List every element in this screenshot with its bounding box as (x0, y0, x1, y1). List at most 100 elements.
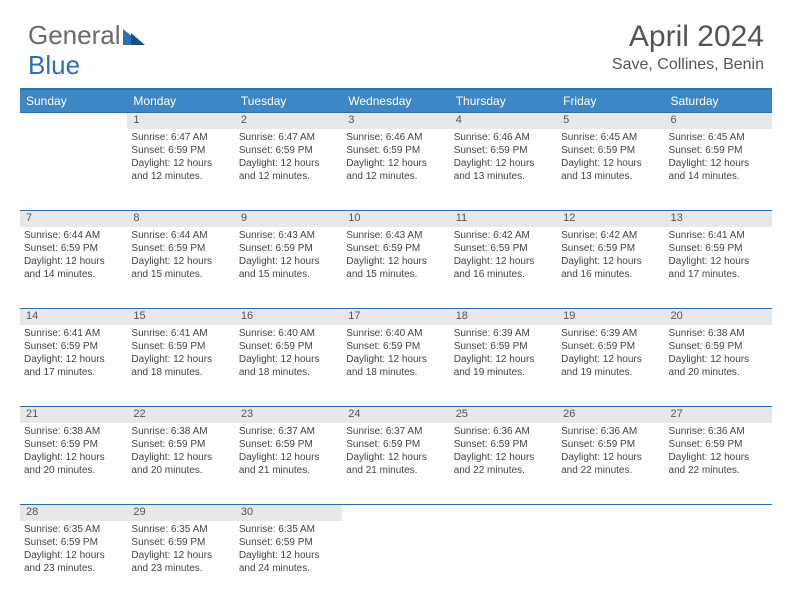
day-d2: and 21 minutes. (239, 464, 338, 477)
day-sunrise: Sunrise: 6:47 AM (131, 131, 230, 144)
day-d1: Daylight: 12 hours (561, 451, 660, 464)
day-number-cell: 19 (557, 309, 664, 325)
day-number-cell: 9 (235, 211, 342, 227)
day-d2: and 15 minutes. (239, 268, 338, 281)
day-content-row: Sunrise: 6:35 AMSunset: 6:59 PMDaylight:… (20, 521, 772, 603)
day-number-cell: 4 (450, 113, 557, 129)
day-sunrise: Sunrise: 6:45 AM (669, 131, 768, 144)
day-sunset: Sunset: 6:59 PM (454, 144, 553, 157)
day-d1: Daylight: 12 hours (346, 157, 445, 170)
day-content-row: Sunrise: 6:38 AMSunset: 6:59 PMDaylight:… (20, 423, 772, 505)
day-d2: and 18 minutes. (239, 366, 338, 379)
day-d2: and 22 minutes. (561, 464, 660, 477)
day-sunset: Sunset: 6:59 PM (561, 144, 660, 157)
day-sunrise: Sunrise: 6:44 AM (131, 229, 230, 242)
day-sunrise: Sunrise: 6:35 AM (239, 523, 338, 536)
day-number-cell: 23 (235, 407, 342, 423)
day-d2: and 20 minutes. (131, 464, 230, 477)
day-content-cell: Sunrise: 6:37 AMSunset: 6:59 PMDaylight:… (342, 423, 449, 505)
day-number-cell: 15 (127, 309, 234, 325)
day-content-row: Sunrise: 6:41 AMSunset: 6:59 PMDaylight:… (20, 325, 772, 407)
day-sunrise: Sunrise: 6:41 AM (24, 327, 123, 340)
weekday-header-row: Sunday Monday Tuesday Wednesday Thursday… (20, 89, 772, 113)
day-d1: Daylight: 12 hours (239, 549, 338, 562)
day-sunset: Sunset: 6:59 PM (669, 438, 768, 451)
day-d1: Daylight: 12 hours (24, 451, 123, 464)
day-content-cell: Sunrise: 6:41 AMSunset: 6:59 PMDaylight:… (20, 325, 127, 407)
day-sunrise: Sunrise: 6:40 AM (239, 327, 338, 340)
day-sunset: Sunset: 6:59 PM (24, 242, 123, 255)
day-sunset: Sunset: 6:59 PM (239, 242, 338, 255)
day-sunset: Sunset: 6:59 PM (131, 438, 230, 451)
day-d2: and 16 minutes. (561, 268, 660, 281)
day-sunrise: Sunrise: 6:44 AM (24, 229, 123, 242)
day-d2: and 14 minutes. (669, 170, 768, 183)
day-d2: and 15 minutes. (131, 268, 230, 281)
day-sunrise: Sunrise: 6:39 AM (561, 327, 660, 340)
day-number-cell: 28 (20, 505, 127, 521)
day-number-row: 14151617181920 (20, 309, 772, 325)
day-number-cell: 16 (235, 309, 342, 325)
day-content-row: Sunrise: 6:47 AM Sunset: 6:59 PM Daylight:… (20, 129, 772, 211)
weekday-header: Tuesday (235, 89, 342, 113)
day-content-cell: Sunrise: 6:37 AMSunset: 6:59 PMDaylight:… (235, 423, 342, 505)
day-d2: and 17 minutes. (24, 366, 123, 379)
day-content-cell: Sunrise: 6:44 AMSunset: 6:59 PMDaylight:… (127, 227, 234, 309)
day-sunset: Sunset: 6:59 PM (454, 340, 553, 353)
day-number-row: 78910111213 (20, 211, 772, 227)
day-number-cell: 24 (342, 407, 449, 423)
day-d2: and 19 minutes. (561, 366, 660, 379)
day-d1: Daylight: 12 hours (131, 451, 230, 464)
day-number-cell (450, 505, 557, 521)
day-sunset: Sunset: 6:59 PM (131, 242, 230, 255)
day-sunrise: Sunrise: 6:35 AM (131, 523, 230, 536)
day-number-cell: 26 (557, 407, 664, 423)
day-sunset: Sunset: 6:59 PM (24, 536, 123, 549)
day-sunset: Sunset: 6:59 PM (346, 242, 445, 255)
day-content-row: Sunrise: 6:44 AMSunset: 6:59 PMDaylight:… (20, 227, 772, 309)
day-d2: and 12 minutes. (239, 170, 338, 183)
day-content-cell: Sunrise: 6:47 AMSunset: 6:59 PMDaylight:… (127, 129, 234, 211)
logo-text-1: General (28, 20, 121, 51)
day-content-cell: Sunrise: 6:43 AMSunset: 6:59 PMDaylight:… (342, 227, 449, 309)
month-title: April 2024 (612, 20, 764, 54)
day-content-cell: Sunrise: 6:40 AMSunset: 6:59 PMDaylight:… (342, 325, 449, 407)
day-d1: Daylight: 12 hours (239, 451, 338, 464)
day-content-cell (665, 521, 772, 603)
day-d2: and 20 minutes. (24, 464, 123, 477)
day-d2: and 12 minutes. (131, 170, 230, 183)
header: General April 2024 Save, Collines, Benin (0, 0, 792, 82)
day-content-cell: Sunrise: 6:40 AMSunset: 6:59 PMDaylight:… (235, 325, 342, 407)
day-sunrise: Sunrise: 6:41 AM (131, 327, 230, 340)
day-number-cell: 3 (342, 113, 449, 129)
weekday-header: Wednesday (342, 89, 449, 113)
day-number-cell: 30 (235, 505, 342, 521)
day-d1: Daylight: 12 hours (669, 255, 768, 268)
day-content-cell: Sunrise: 6:38 AMSunset: 6:59 PMDaylight:… (20, 423, 127, 505)
day-content-cell: Sunrise: 6:46 AMSunset: 6:59 PMDaylight:… (342, 129, 449, 211)
day-content-cell: Sunrise: 6:35 AMSunset: 6:59 PMDaylight:… (127, 521, 234, 603)
day-content-cell: Sunrise: 6:47 AMSunset: 6:59 PMDaylight:… (235, 129, 342, 211)
day-d1: Daylight: 12 hours (561, 353, 660, 366)
day-content-cell: Sunrise: 6:44 AMSunset: 6:59 PMDaylight:… (20, 227, 127, 309)
title-block: April 2024 Save, Collines, Benin (612, 20, 764, 74)
day-sunset: Sunset: 6:59 PM (24, 438, 123, 451)
day-d2: and 15 minutes. (346, 268, 445, 281)
day-sunrise: Sunrise: 6:43 AM (346, 229, 445, 242)
logo-triangle-icon (123, 27, 145, 45)
day-sunset: Sunset: 6:59 PM (669, 340, 768, 353)
day-d2: and 24 minutes. (239, 562, 338, 575)
day-number-cell: 7 (20, 211, 127, 227)
day-sunset: Sunset: 6:59 PM (131, 536, 230, 549)
day-content-cell: Sunrise: 6:43 AMSunset: 6:59 PMDaylight:… (235, 227, 342, 309)
day-d2: and 22 minutes. (669, 464, 768, 477)
day-content-cell (342, 521, 449, 603)
day-sunset: Sunset: 6:59 PM (239, 536, 338, 549)
day-d2: and 16 minutes. (454, 268, 553, 281)
day-sunset: Sunset: 6:59 PM (131, 340, 230, 353)
day-d1: Daylight: 12 hours (346, 255, 445, 268)
day-sunset: Sunset: 6:59 PM (561, 242, 660, 255)
day-sunrise: Sunrise: 6:36 AM (561, 425, 660, 438)
day-number-cell: 25 (450, 407, 557, 423)
day-sunrise: Sunrise: 6:46 AM (454, 131, 553, 144)
